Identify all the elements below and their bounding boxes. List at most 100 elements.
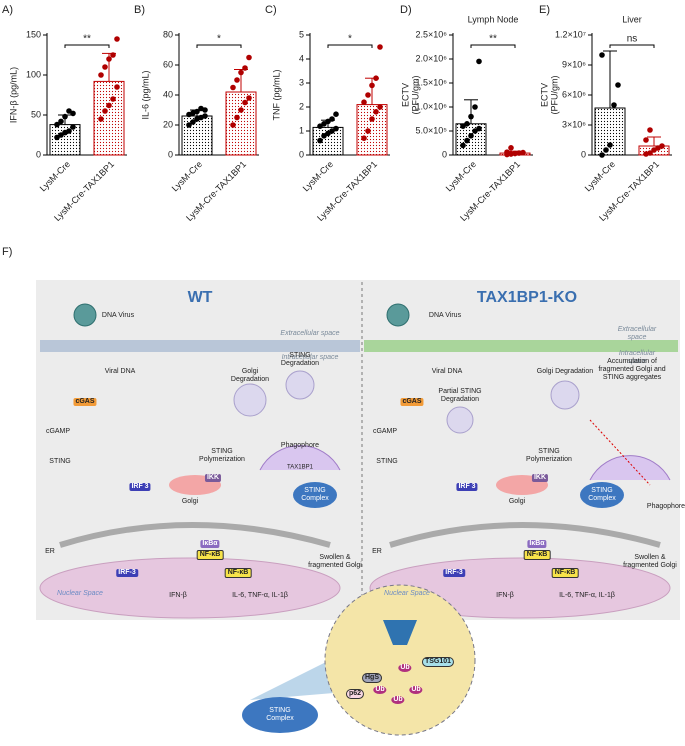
data-point [504,149,510,155]
virus-icon [386,303,410,327]
diagram-label: cGAS [400,397,424,407]
significance-label: * [217,34,221,45]
bar [225,91,257,156]
diagram-label: STING Degradation [280,351,320,367]
diagram-label: IκBα [527,539,547,549]
data-point [373,75,379,81]
data-point [647,150,653,156]
data-point [194,108,200,115]
data-point [110,52,116,58]
diagram-label: IRF 3 [456,482,478,492]
data-point [603,147,609,153]
sting-icon [383,620,417,645]
significance-bracket [196,44,242,48]
significance-label: * [348,34,352,45]
diagram-label: HgS [362,672,382,684]
data-point [114,36,120,42]
y-tick-label: 60 [163,59,173,69]
bar [181,115,213,156]
data-point [238,69,244,76]
diagram-label: Golgi [181,497,199,505]
diagram-label: TSG101 [421,656,455,668]
y-axis-label: IL-6 (pg/mL) [140,70,150,119]
y-axis-label: (PFU/gm) [549,76,559,115]
y-tick-label: 2 [299,101,304,111]
y-axis-label: IFN-β (pg/mL) [8,67,18,123]
diagram-label: ER [372,547,382,555]
diagram-label: Partial STING Degradation [438,387,482,403]
diagram-label: DNA Virus [428,311,462,319]
data-point [361,99,367,105]
data-point [106,56,112,62]
panel-label: E) [539,4,550,16]
y-tick-label: 2.5×10⁶ [416,29,448,39]
data-point [242,65,248,71]
chart-title: Lymph Node [468,14,519,24]
data-point [468,113,474,120]
diagram-label: IκBα [200,539,220,549]
bar [594,107,626,156]
diagram-label: IFN-β [169,591,187,599]
data-point [508,145,514,151]
diagram-label: STING [376,457,398,465]
diagram-label: cGAS [73,397,97,407]
significance-bracket [470,44,516,48]
y-axis-label: (PFU/gm) [410,76,420,115]
y-tick-label: 3 [299,77,304,87]
data-point [317,137,323,144]
y-axis-label: ECTV [400,83,410,107]
y-tick-label: 4 [299,53,304,63]
data-point [234,77,240,83]
data-point [659,143,665,149]
panel-label: D) [400,4,412,16]
data-point [361,135,367,141]
membrane [364,340,678,352]
data-point [234,114,240,121]
x-tick-label: LysM-Cre [444,159,478,193]
data-point [62,113,68,120]
chart-title: Liver [622,14,642,24]
data-point [369,116,375,122]
significance-bracket [327,44,373,48]
data-point [373,109,379,115]
data-point [70,110,76,117]
y-tick-label: 3×10⁶ [562,119,586,129]
data-point [365,92,371,98]
data-point [377,104,383,110]
y-tick-label: 0 [168,149,173,159]
sting-complex [293,482,337,508]
er [59,522,331,548]
data-point [102,108,108,114]
x-tick-label: LysM-Cre [583,159,617,193]
data-point [333,125,339,132]
diagram-label: DNA Virus [101,311,135,319]
diagram-label: Viral DNA [104,367,136,375]
y-tick-label: 100 [26,69,41,79]
diagram-label: cGAMP [45,427,71,435]
diagram-label: IL-6, TNF-α, IL-1β [232,591,288,599]
autophagosome [285,370,315,400]
autophagosome [550,380,580,410]
diagram-label: Intracellular space [281,353,339,361]
data-point [238,107,244,113]
y-tick-label: 6×10⁶ [562,89,586,99]
data-point [110,96,116,102]
x-tick-label: LysM-Cre [38,159,72,193]
y-tick-label: 0 [442,149,447,159]
diagram-label: Intracellular space [618,349,656,365]
data-point [377,44,383,50]
diagram-label: NF-κB [224,567,252,579]
diagram-label: Swollen & fragmented Golgi [623,553,677,569]
diagram-label: TAX1BP1-KO [476,288,578,306]
data-point [615,82,621,88]
er [389,522,661,548]
data-point [114,84,120,90]
diagram-label: IKK [204,473,222,483]
y-tick-label: 0 [581,149,586,159]
diagram-label: Phagophore [646,502,685,510]
diagram-label: IL-6, TNF-α, IL-1β [559,591,615,599]
y-tick-label: 150 [26,29,41,39]
data-point [599,52,605,58]
data-point [66,128,72,134]
y-tick-label: 80 [163,29,173,39]
